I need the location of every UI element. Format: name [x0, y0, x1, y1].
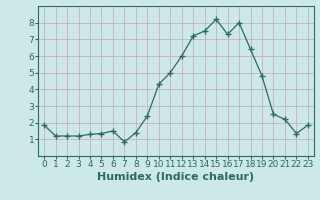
X-axis label: Humidex (Indice chaleur): Humidex (Indice chaleur): [97, 172, 255, 182]
